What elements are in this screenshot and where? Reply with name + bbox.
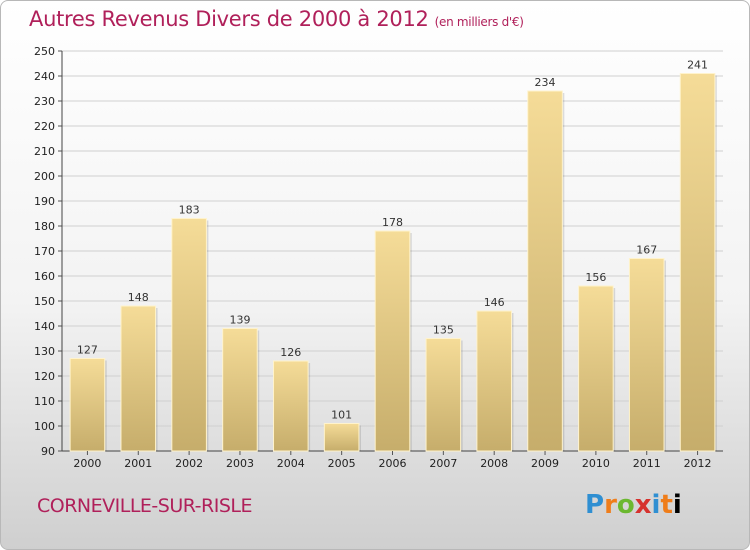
logo-letter: i xyxy=(672,490,682,520)
y-tick-label: 150 xyxy=(34,295,55,308)
x-tick-label: 2002 xyxy=(175,457,203,470)
bar-value-label: 139 xyxy=(229,314,250,327)
bar xyxy=(273,360,309,452)
bar-value-label: 148 xyxy=(128,291,149,304)
bar xyxy=(222,328,258,452)
x-tick-label: 2006 xyxy=(379,457,407,470)
bar xyxy=(628,258,665,452)
bar xyxy=(171,218,207,452)
y-tick-label: 230 xyxy=(34,95,55,108)
bar xyxy=(69,358,106,452)
bar-value-label: 135 xyxy=(433,324,454,337)
x-tick-label: 2000 xyxy=(73,457,101,470)
bar-value-label: 178 xyxy=(382,216,403,229)
logo-letter: P xyxy=(585,490,605,520)
bar-value-label: 234 xyxy=(535,76,556,89)
bar-value-label: 241 xyxy=(687,59,708,72)
logo-letter: t xyxy=(660,490,673,520)
x-tick-label: 2009 xyxy=(531,457,559,470)
y-tick-label: 180 xyxy=(34,220,55,233)
bar-value-label: 127 xyxy=(77,344,98,357)
proxiti-logo: Proxiti xyxy=(585,490,682,520)
bar-value-label: 183 xyxy=(179,204,200,217)
y-tick-label: 240 xyxy=(34,70,55,83)
bar xyxy=(120,305,157,452)
y-tick-label: 170 xyxy=(34,245,55,258)
chart-subtitle: (en milliers d'€) xyxy=(434,15,524,29)
bar-value-label: 167 xyxy=(636,244,657,257)
bar-value-label: 146 xyxy=(484,296,505,309)
bar xyxy=(476,310,512,452)
x-tick-label: 2008 xyxy=(480,457,508,470)
y-tick-label: 120 xyxy=(34,370,55,383)
y-tick-label: 160 xyxy=(34,270,55,283)
logo-letter: x xyxy=(634,490,652,520)
y-tick-label: 190 xyxy=(34,195,55,208)
chart-title-text: Autres Revenus Divers de 2000 à 2012 xyxy=(29,7,429,31)
y-tick-label: 200 xyxy=(34,170,55,183)
y-tick-label: 100 xyxy=(34,420,55,433)
logo-letter: r xyxy=(604,490,617,520)
bar xyxy=(323,423,360,452)
x-tick-label: 2010 xyxy=(582,457,610,470)
y-tick-label: 250 xyxy=(34,45,55,58)
x-tick-label: 2011 xyxy=(633,457,661,470)
x-tick-label: 2001 xyxy=(124,457,152,470)
bar xyxy=(374,230,411,452)
bar-value-label: 126 xyxy=(280,346,301,359)
y-tick-label: 220 xyxy=(34,120,55,133)
bar-value-label: 156 xyxy=(585,271,606,284)
y-tick-label: 130 xyxy=(34,345,55,358)
logo-letter: i xyxy=(651,490,661,520)
x-tick-label: 2012 xyxy=(684,457,712,470)
bar xyxy=(679,73,716,452)
bar xyxy=(578,285,614,452)
x-tick-label: 2003 xyxy=(226,457,254,470)
bar xyxy=(425,338,462,452)
x-tick-label: 2007 xyxy=(429,457,457,470)
y-tick-label: 90 xyxy=(41,445,55,458)
y-tick-label: 140 xyxy=(34,320,55,333)
chart-title: Autres Revenus Divers de 2000 à 2012 (en … xyxy=(29,7,524,31)
bar-value-label: 101 xyxy=(331,409,352,422)
bar xyxy=(527,90,563,452)
y-tick-label: 110 xyxy=(34,395,55,408)
y-tick-label: 210 xyxy=(34,145,55,158)
logo-letter: o xyxy=(616,490,635,520)
x-tick-label: 2004 xyxy=(277,457,305,470)
location-label: CORNEVILLE-SUR-RISLE xyxy=(37,495,253,517)
x-tick-label: 2005 xyxy=(328,457,356,470)
